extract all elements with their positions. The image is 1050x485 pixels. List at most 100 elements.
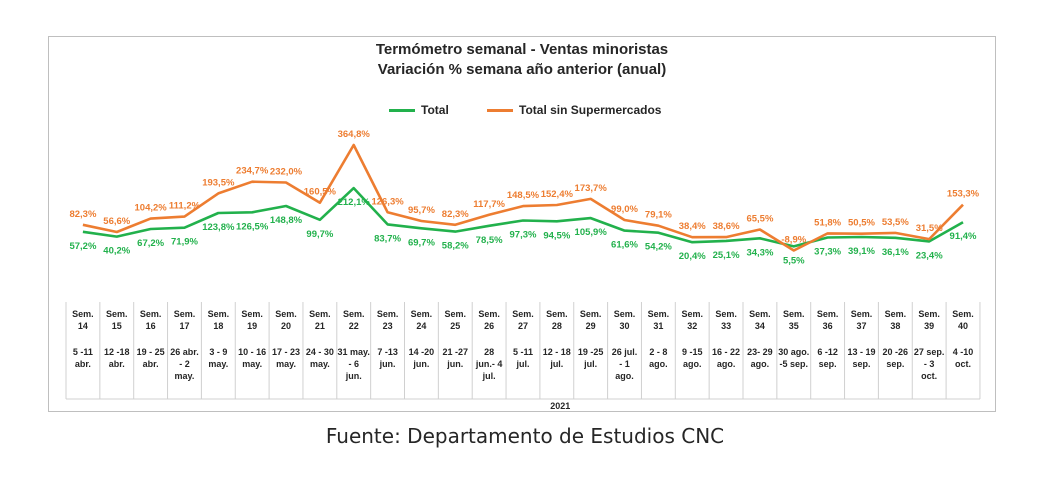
x-tick-week-3-line-0: Sem.: [174, 309, 196, 319]
x-tick-week-25-line-1: 39: [924, 321, 934, 331]
data-label-total-10: 69,7%: [408, 237, 435, 248]
data-label-total-sin-supermercados-14: 152,4%: [541, 189, 574, 200]
x-tick-week-6-line-1: 20: [281, 321, 291, 331]
x-tick-range-2-line-1: abr.: [143, 359, 159, 369]
data-label-total-sin-supermercados-18: 38,4%: [679, 221, 706, 232]
data-label-total-14: 94,5%: [543, 230, 570, 241]
x-tick-week-25-line-0: Sem.: [918, 309, 940, 319]
x-tick-week-18-line-1: 32: [687, 321, 697, 331]
x-tick-range-21-line-0: 30 ago.: [778, 347, 809, 357]
x-tick-range-22-line-0: 6 -12: [817, 347, 838, 357]
x-tick-range-16-line-1: - 1: [619, 359, 630, 369]
x-tick-week-22-line-0: Sem.: [817, 309, 839, 319]
x-tick-week-6-line-0: Sem.: [275, 309, 297, 319]
x-tick-week-14-line-0: Sem.: [546, 309, 568, 319]
legend-swatch-total-sin-supermercados: [487, 109, 513, 113]
data-label-total-sin-supermercados-1: 56,6%: [103, 216, 130, 227]
x-tick-range-10-line-1: jun.: [412, 359, 429, 369]
data-label-total-sin-supermercados-17: 79,1%: [645, 210, 672, 221]
source-note: Fuente: Departamento de Estudios CNC: [325, 424, 725, 448]
x-tick-week-5-line-1: 19: [247, 321, 257, 331]
data-label-total-5: 126,5%: [236, 221, 269, 232]
data-label-total-sin-supermercados-19: 38,6%: [713, 221, 740, 232]
x-tick-range-5-line-0: 10 - 16: [238, 347, 266, 357]
data-label-total-sin-supermercados-24: 53,5%: [882, 217, 909, 228]
x-tick-week-26-line-1: 40: [958, 321, 968, 331]
x-tick-week-11-line-1: 25: [450, 321, 460, 331]
series-line-total-sin-supermercados: [82, 143, 964, 252]
x-tick-week-20-line-1: 34: [755, 321, 765, 331]
x-tick-week-13-line-1: 27: [518, 321, 528, 331]
data-label-total-sin-supermercados-13: 148,5%: [507, 190, 540, 201]
x-tick-week-16-line-1: 30: [620, 321, 630, 331]
data-label-total-2: 67,2%: [137, 238, 164, 249]
data-label-total-12: 78,5%: [476, 235, 503, 246]
legend-item-total-sin-supermercados: Total sin Supermercados: [487, 103, 661, 117]
x-tick-range-22-line-1: sep.: [819, 359, 837, 369]
x-tick-week-22-line-1: 36: [823, 321, 833, 331]
x-tick-range-6-line-1: may.: [276, 359, 296, 369]
data-label-total-sin-supermercados-6: 232,0%: [270, 166, 303, 177]
data-label-total-sin-supermercados-3: 111,2%: [169, 201, 201, 212]
data-label-total-sin-supermercados-7: 160,5%: [304, 187, 337, 198]
x-tick-week-0-line-0: Sem.: [72, 309, 94, 319]
data-label-total-7: 99,7%: [306, 229, 333, 240]
data-label-total-13: 97,3%: [510, 230, 537, 241]
legend-label-total: Total: [421, 103, 449, 117]
x-tick-range-18-line-0: 9 -15: [682, 347, 703, 357]
x-tick-range-13-line-0: 5 -11: [513, 347, 533, 357]
x-tick-range-17-line-0: 2 - 8: [649, 347, 667, 357]
x-tick-range-11-line-1: jun.: [446, 359, 463, 369]
x-tick-range-6-line-0: 17 - 23: [272, 347, 300, 357]
x-tick-week-18-line-0: Sem.: [681, 309, 703, 319]
legend-swatch-total: [389, 109, 415, 113]
data-label-total-sin-supermercados-5: 234,7%: [236, 166, 269, 177]
data-label-total-sin-supermercados-25: 31,5%: [916, 223, 943, 234]
x-tick-range-3-line-0: 26 abr.: [170, 347, 199, 357]
data-label-total-sin-supermercados-8: 364,8%: [338, 129, 371, 140]
x-tick-week-15-line-1: 29: [586, 321, 596, 331]
x-tick-range-4-line-0: 3 - 9: [209, 347, 227, 357]
x-tick-range-19-line-0: 16 - 22: [712, 347, 740, 357]
x-tick-range-24-line-0: 20 -26: [883, 347, 909, 357]
x-tick-range-1-line-0: 12 -18: [104, 347, 130, 357]
data-label-total-sin-supermercados-12: 117,7%: [473, 199, 505, 210]
x-tick-range-16-line-2: ago.: [615, 371, 634, 381]
x-tick-week-7-line-1: 21: [315, 321, 325, 331]
x-tick-week-4-line-0: Sem.: [208, 309, 230, 319]
data-label-total-9: 83,7%: [374, 233, 401, 244]
x-tick-week-3-line-1: 17: [179, 321, 189, 331]
x-tick-range-18-line-1: ago.: [683, 359, 702, 369]
x-tick-range-14-line-0: 12 - 18: [543, 347, 571, 357]
x-tick-week-9-line-1: 23: [383, 321, 393, 331]
x-tick-range-17-line-1: ago.: [649, 359, 668, 369]
x-tick-week-20-line-0: Sem.: [749, 309, 771, 319]
x-tick-range-7-line-0: 24 - 30: [306, 347, 334, 357]
data-label-total-17: 54,2%: [645, 242, 672, 253]
x-tick-range-16-line-0: 26 jul.: [612, 347, 638, 357]
x-tick-week-12-line-1: 26: [484, 321, 494, 331]
x-tick-week-8-line-1: 22: [349, 321, 359, 331]
x-tick-week-2-line-1: 16: [146, 321, 156, 331]
x-tick-range-1-line-1: abr.: [109, 359, 125, 369]
data-label-total-sin-supermercados-10: 95,7%: [408, 205, 435, 216]
data-label-total-sin-supermercados-2: 104,2%: [135, 203, 168, 214]
data-label-total-11: 58,2%: [442, 241, 469, 252]
x-tick-range-24-line-1: sep.: [886, 359, 904, 369]
data-label-total-22: 37,3%: [814, 246, 841, 257]
x-tick-range-12-line-1: jun.- 4: [475, 359, 503, 369]
x-tick-week-19-line-1: 33: [721, 321, 731, 331]
x-tick-week-7-line-0: Sem.: [309, 309, 331, 319]
x-axis-year-label: 2021: [550, 401, 570, 411]
data-label-total-sin-supermercados-23: 50,5%: [848, 218, 875, 229]
x-tick-range-4-line-1: may.: [208, 359, 228, 369]
x-tick-range-21-line-1: -5 sep.: [780, 359, 809, 369]
data-label-total-4: 123,8%: [202, 222, 235, 233]
x-tick-week-11-line-0: Sem.: [445, 309, 467, 319]
x-tick-week-15-line-0: Sem.: [580, 309, 602, 319]
x-tick-week-21-line-0: Sem.: [783, 309, 805, 319]
data-label-total-6: 148,8%: [270, 215, 303, 226]
x-tick-range-9-line-0: 7 -13: [377, 347, 398, 357]
x-tick-week-5-line-0: Sem.: [241, 309, 263, 319]
x-tick-week-1-line-0: Sem.: [106, 309, 128, 319]
